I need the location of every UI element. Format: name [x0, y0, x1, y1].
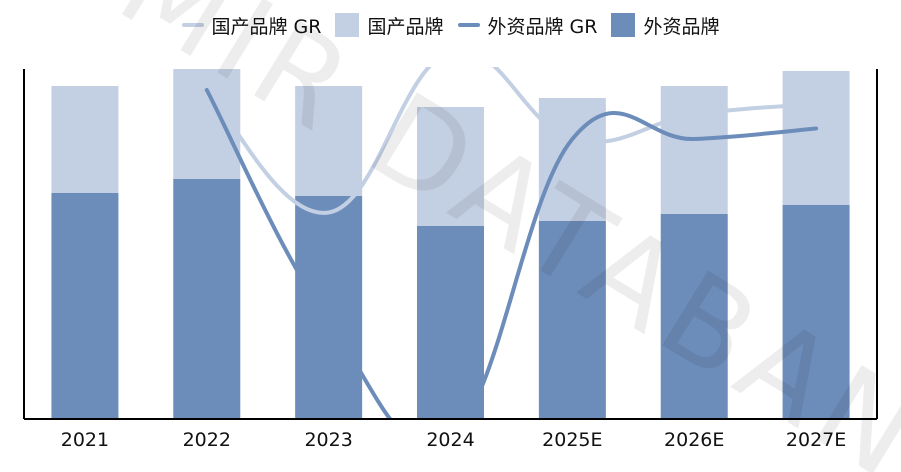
legend-line-swatch-icon — [181, 23, 204, 27]
bar-domestic — [660, 86, 728, 214]
legend-line-swatch-icon — [457, 23, 480, 27]
bar-group — [660, 86, 728, 419]
line-domestic-gr — [204, 67, 819, 215]
line-foreign-gr — [204, 88, 819, 419]
bar-domestic — [173, 69, 241, 179]
legend-item: 外资品牌 GR — [457, 12, 598, 39]
x-axis-label: 2021 — [61, 429, 109, 451]
bar-domestic — [51, 86, 119, 193]
legend-box-swatch-icon — [335, 13, 360, 37]
bar-group — [295, 86, 363, 419]
x-axis-label: 2026E — [664, 429, 724, 451]
legend-label: 外资品牌 GR — [487, 15, 598, 38]
x-axis-label: 2025E — [542, 429, 602, 451]
bar-domestic — [295, 86, 363, 196]
legend-item: 国产品牌 GR — [181, 12, 322, 39]
bar-foreign — [173, 179, 241, 419]
x-axis-label: 2023 — [304, 429, 352, 451]
bar-foreign — [51, 193, 119, 419]
x-axis-label: 2027E — [786, 429, 846, 451]
bar-foreign — [538, 221, 606, 419]
bar-foreign — [417, 226, 484, 419]
bar-group — [417, 107, 484, 419]
legend: 国产品牌 GR 国产品牌 外资品牌 GR 外资品牌 — [0, 8, 901, 42]
bar-group — [51, 86, 119, 419]
legend-box-swatch-icon — [611, 13, 636, 37]
legend-item: 国产品牌 — [335, 12, 444, 39]
bar-group — [173, 69, 241, 419]
x-axis-label: 2022 — [183, 429, 231, 451]
bar-foreign — [782, 205, 850, 419]
bar-domestic — [782, 71, 850, 205]
legend-label: 国产品牌 GR — [211, 15, 322, 38]
bar-foreign — [660, 214, 728, 419]
bar-domestic — [417, 107, 484, 226]
legend-item: 外资品牌 — [611, 12, 719, 39]
x-axis-label: 2024 — [426, 429, 474, 451]
bar-group — [538, 98, 606, 419]
legend-label: 国产品牌 — [367, 15, 444, 38]
bar-group — [782, 71, 850, 419]
bar-foreign — [295, 196, 363, 419]
legend-label: 外资品牌 — [643, 15, 720, 38]
